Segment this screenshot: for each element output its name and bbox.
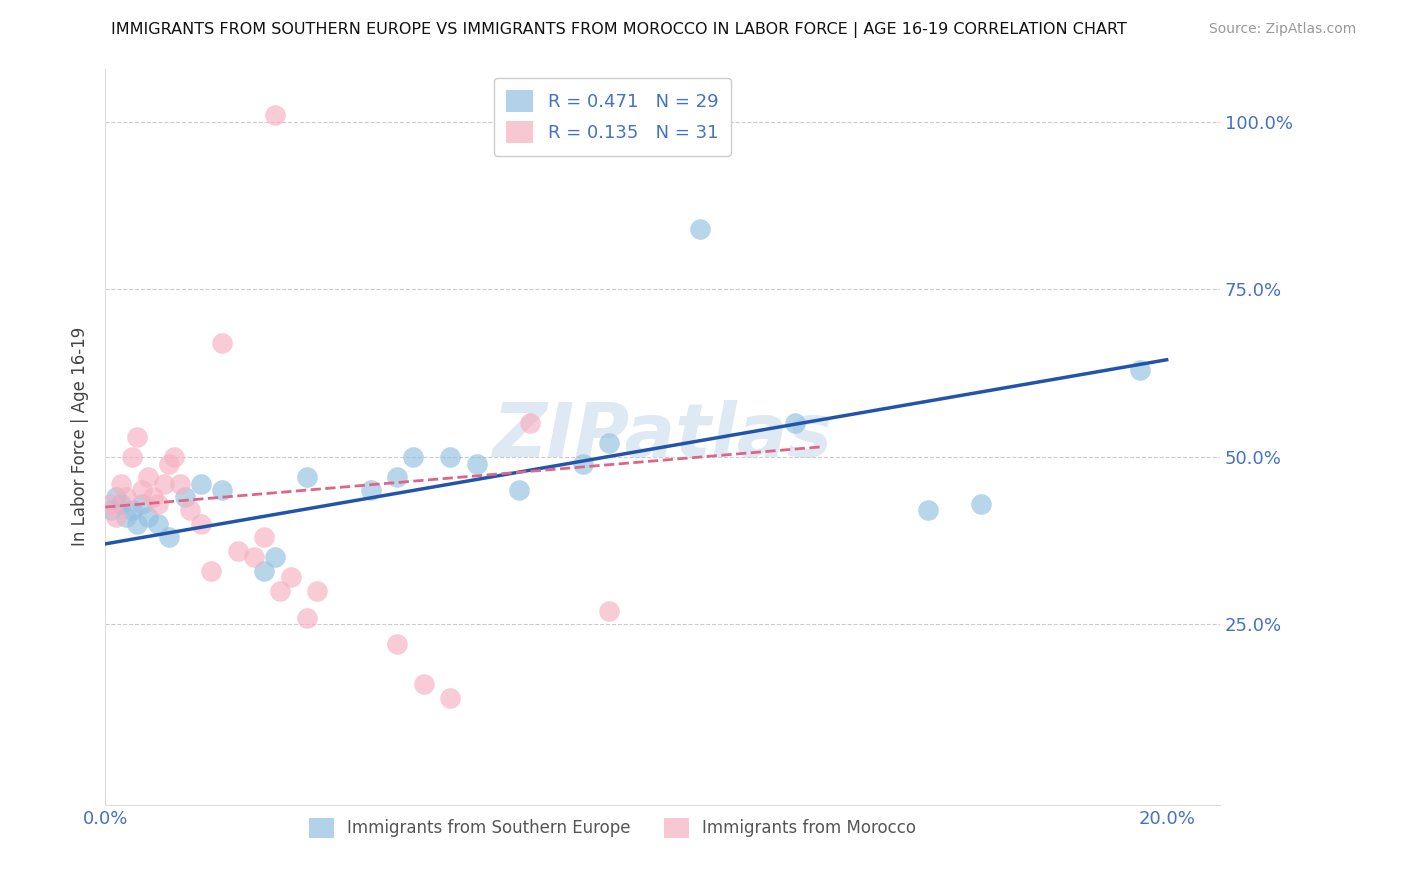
Point <box>179 503 201 517</box>
Point <box>100 503 122 517</box>
Point <box>572 457 595 471</box>
Point <box>200 564 222 578</box>
Text: IMMIGRANTS FROM SOUTHERN EUROPE VS IMMIGRANTS FROM MOROCCO IN LABOR FORCE | AGE : IMMIGRANTS FROM SOUTHERN EUROPE VS IMMIG… <box>111 22 1126 38</box>
Point <box>785 417 807 431</box>
Point <box>598 436 620 450</box>
Text: ZIPatlas: ZIPatlas <box>492 401 832 474</box>
Point <box>131 483 153 498</box>
Point <box>125 516 148 531</box>
Point <box>253 564 276 578</box>
Point <box>104 490 127 504</box>
Point <box>104 510 127 524</box>
Point <box>152 476 174 491</box>
Point <box>253 530 276 544</box>
Point <box>131 497 153 511</box>
Point <box>280 570 302 584</box>
Point <box>157 457 180 471</box>
Point <box>264 550 287 565</box>
Point <box>125 430 148 444</box>
Point <box>508 483 530 498</box>
Point <box>148 516 170 531</box>
Point <box>173 490 195 504</box>
Point <box>157 530 180 544</box>
Point <box>226 543 249 558</box>
Point <box>136 510 159 524</box>
Point <box>243 550 266 565</box>
Point <box>917 503 939 517</box>
Point <box>307 583 329 598</box>
Point <box>169 476 191 491</box>
Point <box>689 222 711 236</box>
Legend: Immigrants from Southern Europe, Immigrants from Morocco: Immigrants from Southern Europe, Immigra… <box>302 811 922 845</box>
Point <box>439 450 461 464</box>
Point <box>121 450 143 464</box>
Point <box>385 637 408 651</box>
Point <box>439 690 461 705</box>
Point <box>211 483 233 498</box>
Point <box>190 476 212 491</box>
Point <box>211 336 233 351</box>
Point <box>115 510 138 524</box>
Point <box>1129 363 1152 377</box>
Y-axis label: In Labor Force | Age 16-19: In Labor Force | Age 16-19 <box>72 327 89 547</box>
Point <box>385 470 408 484</box>
Point <box>412 677 434 691</box>
Point <box>110 497 132 511</box>
Point <box>136 470 159 484</box>
Point <box>110 476 132 491</box>
Point <box>465 457 488 471</box>
Point <box>163 450 186 464</box>
Point <box>115 490 138 504</box>
Point <box>190 516 212 531</box>
Point <box>295 610 318 624</box>
Point <box>148 497 170 511</box>
Point <box>598 604 620 618</box>
Point <box>360 483 382 498</box>
Point <box>519 417 541 431</box>
Point <box>402 450 425 464</box>
Point <box>295 470 318 484</box>
Point <box>142 490 165 504</box>
Text: Source: ZipAtlas.com: Source: ZipAtlas.com <box>1209 22 1357 37</box>
Point <box>970 497 993 511</box>
Point <box>121 503 143 517</box>
Point <box>100 497 122 511</box>
Point <box>264 108 287 122</box>
Point <box>269 583 291 598</box>
